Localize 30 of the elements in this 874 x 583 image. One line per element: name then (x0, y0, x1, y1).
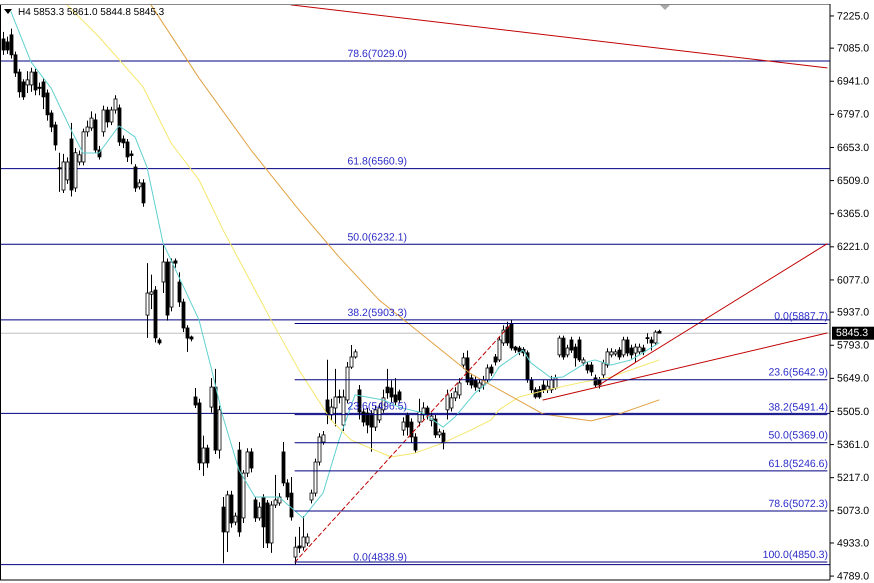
ref-line-label: 50.0(6232.1) (347, 231, 407, 244)
ref-line-label: 0.0(4838.9) (353, 552, 407, 564)
y-tick-label: 7085.0 (837, 42, 870, 55)
ref-line-label: 5845.3 (836, 326, 868, 339)
annotation: 78.6(5072.3) (768, 498, 828, 510)
y-tick-label: 6077.0 (837, 274, 870, 286)
y-tick-label: 5649.0 (837, 372, 870, 385)
y-tick-label: 4933.0 (837, 537, 870, 550)
annotation: 38.2(5491.4) (768, 402, 828, 414)
y-tick-label: 6509.0 (837, 174, 870, 187)
y-tick-label: 6797.0 (837, 108, 870, 121)
y-tick-label: 6941.0 (837, 76, 870, 88)
annotation: 61.8(5246.6) (768, 458, 828, 470)
annotation: 50.0(5369.0) (768, 430, 828, 442)
y-tick-label: 6653.0 (837, 142, 870, 154)
y-tick-label: 5937.0 (837, 306, 870, 318)
y-tick-label: 7225.0 (837, 10, 870, 22)
y-tick-label: 5793.0 (837, 340, 870, 352)
ref-line-label: 61.8(6560.9) (347, 156, 407, 168)
annotation: 0.0(5887.7) (774, 310, 828, 322)
y-tick-label: 6221.0 (837, 241, 870, 254)
y-tick-label: 5217.0 (837, 472, 870, 484)
annotation: 100.0(4850.3) (762, 548, 828, 561)
y-tick-label: 5505.0 (837, 406, 870, 418)
y-tick-label: 5073.0 (837, 505, 870, 518)
y-tick-label: 6365.0 (837, 208, 870, 220)
annotation: 23.6(5642.9) (768, 366, 828, 379)
y-tick-label: 5361.0 (837, 438, 870, 451)
y-tick-label: 4789.0 (837, 570, 870, 582)
ref-line-label: 78.6(7029.0) (347, 48, 407, 60)
